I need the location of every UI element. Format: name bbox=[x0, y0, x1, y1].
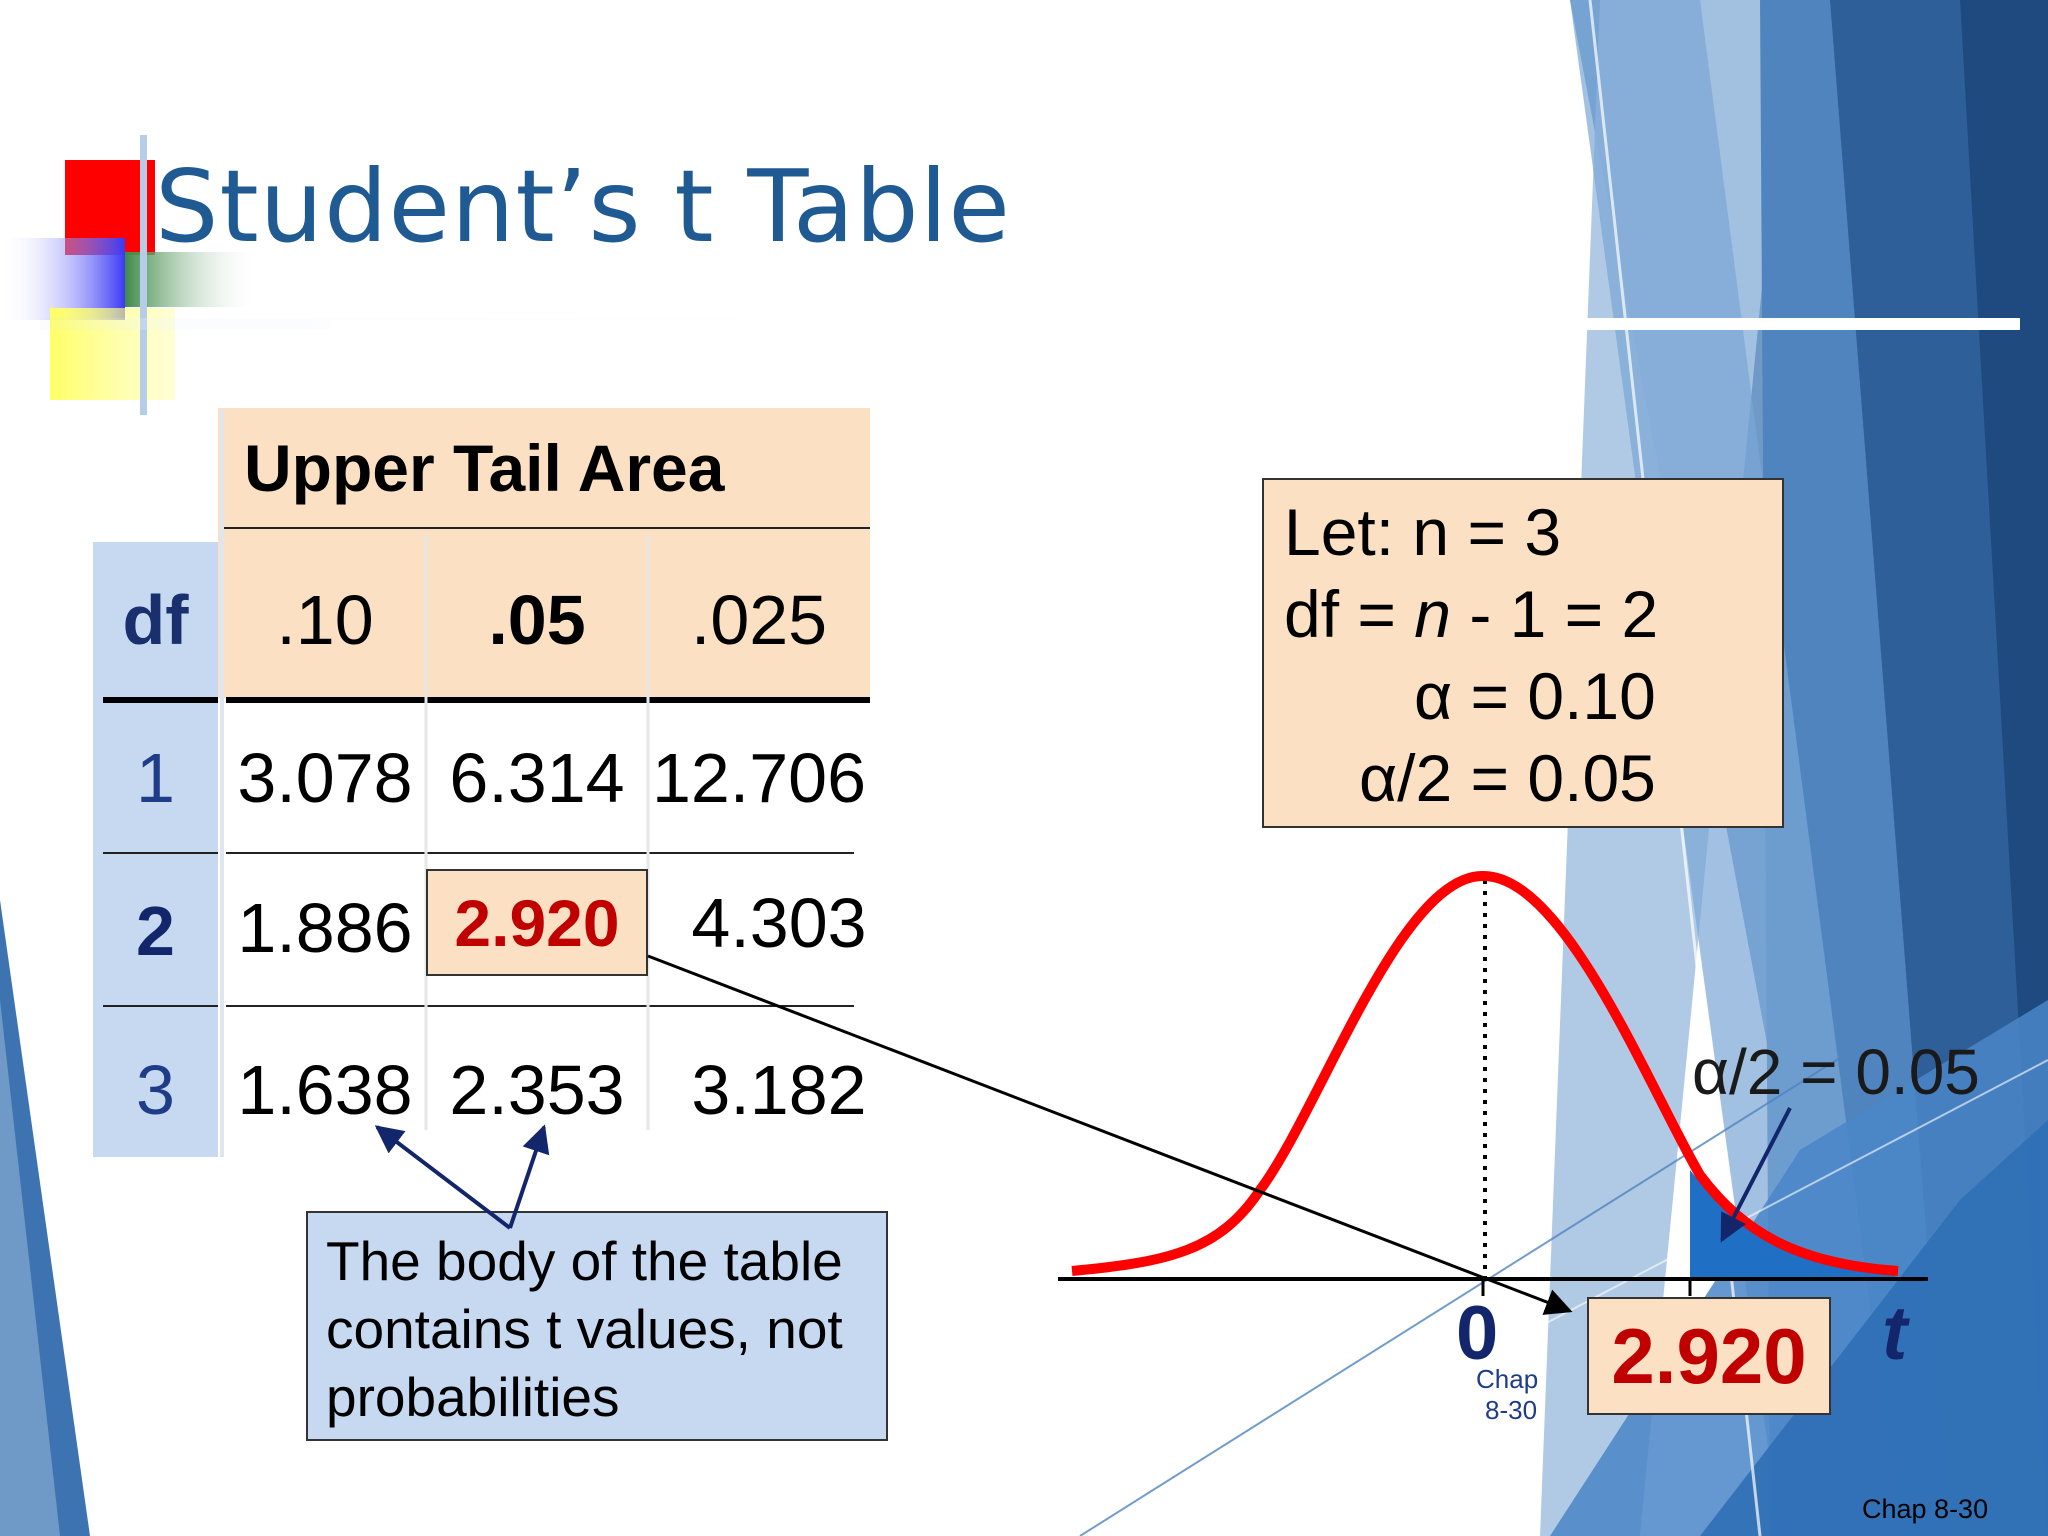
df-column-header: df bbox=[122, 580, 189, 659]
alpha-half-label: α/2 = 0.05 bbox=[1692, 1036, 1980, 1108]
column-header-010: .10 bbox=[276, 580, 374, 659]
upper-tail-shading bbox=[1690, 1170, 1895, 1278]
note-line: contains t values, not bbox=[326, 1298, 843, 1360]
highlighted-critical-value: 2.920 bbox=[426, 869, 648, 976]
critical-t-value: 2.920 bbox=[1587, 1297, 1831, 1415]
df-formula-suffix: - 1 = 2 bbox=[1450, 577, 1659, 651]
table-cell: 12.706 bbox=[651, 738, 867, 817]
let-line-df: df = n - 1 = 2 bbox=[1284, 576, 1658, 652]
table-cell: 3.182 bbox=[691, 1050, 867, 1129]
column-header-005: .05 bbox=[488, 580, 586, 659]
table-cell: 1.886 bbox=[237, 889, 413, 967]
t-curve bbox=[1071, 870, 1899, 1276]
value-to-graph-arrow bbox=[647, 954, 1573, 1315]
chap-label-line1: Chap bbox=[1476, 1364, 1539, 1394]
table-cell: 3.078 bbox=[237, 738, 413, 817]
upper-tail-area-header: Upper Tail Area bbox=[244, 431, 725, 505]
zero-label: 0 bbox=[1456, 1291, 1499, 1376]
column-header-0025: .025 bbox=[690, 580, 828, 659]
table-cell: 6.314 bbox=[449, 738, 625, 817]
df-row-2: 2 bbox=[136, 891, 175, 970]
df-formula-prefix: df = bbox=[1284, 577, 1415, 651]
df-row-3: 3 bbox=[136, 1050, 175, 1129]
let-line-n: Let: n = 3 bbox=[1284, 495, 1562, 569]
table-body-note: The body of the table contains t values,… bbox=[306, 1211, 888, 1441]
let-line-alpha: α = 0.10 bbox=[1414, 659, 1656, 733]
parameters-box: Let: n = 3 df = n - 1 = 2 α = 0.10 α/2 =… bbox=[1262, 478, 1784, 828]
table-cell: 4.303 bbox=[691, 884, 867, 962]
title-underline-core bbox=[330, 320, 2020, 330]
note-line: The body of the table bbox=[326, 1230, 843, 1292]
alpha-arrow bbox=[1720, 1107, 1792, 1243]
df-row-1: 1 bbox=[136, 738, 175, 817]
chap-label-line2: 8-30 bbox=[1485, 1395, 1538, 1425]
note-arrow-left bbox=[374, 1125, 512, 1230]
t-axis-label: t bbox=[1882, 1291, 1908, 1376]
page-title: Student’s t Table bbox=[155, 148, 1011, 265]
slide-footer: Chap 8-30 bbox=[1862, 1494, 1989, 1524]
note-line: probabilities bbox=[326, 1366, 620, 1428]
df-formula-variable: n bbox=[1414, 577, 1451, 651]
table-cell: 1.638 bbox=[237, 1050, 413, 1129]
let-line-half-alpha: α/2 = 0.05 bbox=[1359, 741, 1656, 815]
note-arrow-right bbox=[508, 1124, 550, 1229]
table-cell: 2.353 bbox=[449, 1050, 625, 1129]
